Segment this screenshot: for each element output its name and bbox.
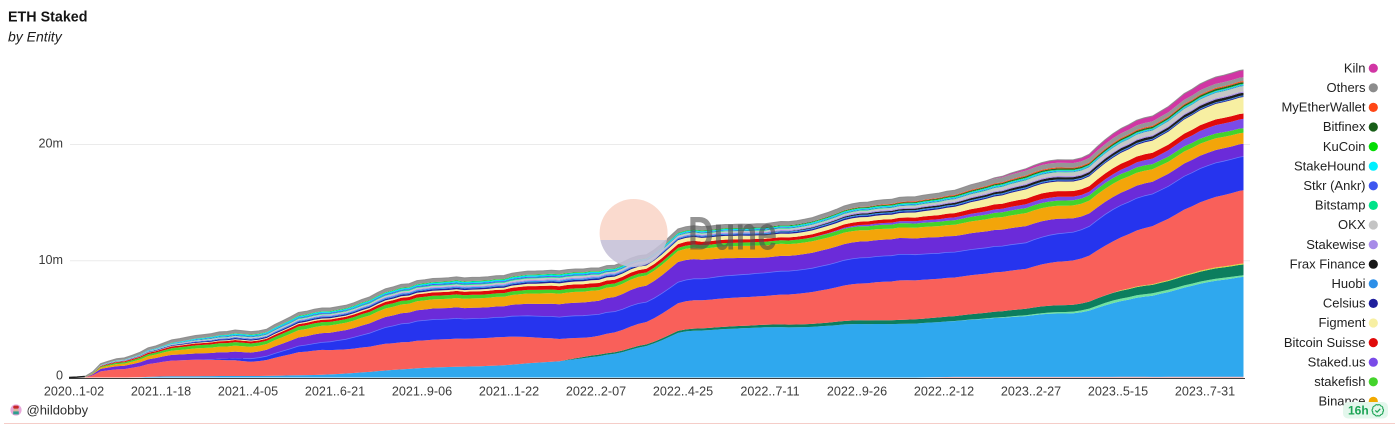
svg-text:20m: 20m bbox=[39, 137, 64, 151]
svg-text:0: 0 bbox=[56, 369, 63, 383]
svg-text:2021..9-06: 2021..9-06 bbox=[392, 385, 452, 399]
svg-text:2020..1-02: 2020..1-02 bbox=[44, 385, 104, 399]
svg-text:MyEtherWallet: MyEtherWallet bbox=[1281, 100, 1365, 115]
svg-text:2023..5-15: 2023..5-15 bbox=[1088, 385, 1148, 399]
svg-text:StakeHound: StakeHound bbox=[1294, 158, 1366, 173]
svg-text:Huobi: Huobi bbox=[1332, 276, 1366, 291]
svg-text:2022..4-25: 2022..4-25 bbox=[653, 385, 713, 399]
svg-text:2022..7-11: 2022..7-11 bbox=[740, 385, 799, 399]
svg-text:Figment: Figment bbox=[1319, 315, 1366, 330]
svg-text:Bitstamp: Bitstamp bbox=[1315, 198, 1366, 213]
svg-text:Bitfinex: Bitfinex bbox=[1323, 119, 1366, 134]
svg-text:by Entity: by Entity bbox=[8, 29, 63, 45]
svg-text:2022..2-12: 2022..2-12 bbox=[914, 385, 974, 399]
svg-text:Others: Others bbox=[1326, 80, 1366, 95]
svg-text:2021..1-22: 2021..1-22 bbox=[479, 385, 539, 399]
svg-text:Frax Finance: Frax Finance bbox=[1290, 256, 1366, 271]
svg-text:10m: 10m bbox=[39, 253, 64, 267]
svg-text:Celsius: Celsius bbox=[1323, 296, 1366, 311]
svg-text:2022..9-26: 2022..9-26 bbox=[827, 385, 887, 399]
svg-text:OKX: OKX bbox=[1338, 217, 1366, 232]
svg-text:2022..2-07: 2022..2-07 bbox=[566, 385, 626, 399]
svg-text:Staked.us: Staked.us bbox=[1308, 354, 1366, 369]
svg-text:Dune: Dune bbox=[688, 207, 777, 260]
svg-text:2021..1-18: 2021..1-18 bbox=[131, 385, 191, 399]
svg-text:Kiln: Kiln bbox=[1344, 60, 1366, 75]
svg-text:Bitcoin Suisse: Bitcoin Suisse bbox=[1284, 335, 1366, 350]
svg-text:2023..7-31: 2023..7-31 bbox=[1175, 385, 1235, 399]
svg-text:Stkr (Ankr): Stkr (Ankr) bbox=[1303, 178, 1365, 193]
svg-text:@hildobby: @hildobby bbox=[27, 403, 89, 418]
svg-text:KuCoin: KuCoin bbox=[1323, 139, 1366, 154]
svg-text:Stakewise: Stakewise bbox=[1306, 237, 1365, 252]
svg-text:16h: 16h bbox=[1348, 403, 1369, 417]
svg-text:2023..2-27: 2023..2-27 bbox=[1001, 385, 1061, 399]
svg-text:stakefish: stakefish bbox=[1314, 374, 1365, 389]
svg-text:ETH Staked: ETH Staked bbox=[8, 10, 87, 26]
svg-text:2021..6-21: 2021..6-21 bbox=[305, 385, 365, 399]
svg-text:2021..4-05: 2021..4-05 bbox=[218, 385, 278, 399]
